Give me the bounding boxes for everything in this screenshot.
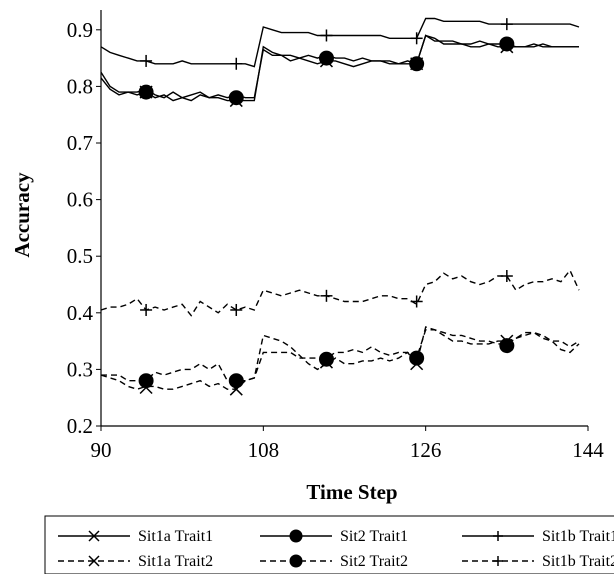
- x-marker: [88, 530, 100, 542]
- legend: Sit1a Trait1 Sit2 Trait1 Sit1b Trait1 Sit1a…: [44, 515, 614, 574]
- y-tick-label: 0.2: [67, 414, 93, 438]
- dot-marker: [409, 56, 425, 72]
- dot-marker: [228, 373, 244, 389]
- legend-label: Sit1a Trait2: [138, 553, 213, 570]
- legend-label: Sit1a Trait1: [138, 528, 213, 545]
- y-tick-label: 0.8: [67, 74, 93, 98]
- y-tick-label: 0.6: [67, 188, 93, 212]
- y-axis-title: Accuracy: [10, 172, 34, 258]
- series-line: [100, 17, 580, 68]
- x-tick-label: 108: [248, 438, 280, 462]
- dot-marker: [228, 90, 244, 106]
- y-tick-label: 0.9: [67, 18, 93, 42]
- dot-marker: [138, 373, 154, 389]
- x-tick-label: 90: [91, 438, 112, 462]
- x-tick-label: 126: [410, 438, 442, 462]
- dot-marker: [289, 554, 303, 568]
- legend-label: Sit1b Trait2: [542, 553, 614, 570]
- dot-marker: [318, 50, 334, 66]
- y-tick-label: 0.3: [67, 357, 93, 381]
- legend-label: Sit2 Trait2: [340, 553, 408, 570]
- series-line: [101, 329, 580, 382]
- y-tick-label: 0.7: [67, 131, 93, 155]
- plot-series-group: [100, 17, 580, 390]
- series-line: [100, 34, 579, 99]
- dot-marker: [499, 338, 515, 354]
- x-tick-label: 144: [572, 438, 604, 462]
- dot-marker: [138, 84, 154, 100]
- plot-markers-group: [138, 18, 515, 396]
- x-marker: [88, 555, 100, 567]
- dot-marker: [318, 351, 334, 367]
- series-line: [100, 326, 580, 390]
- series-line: [100, 269, 580, 317]
- legend-box: [44, 515, 614, 574]
- axes-group: 0.2 0.3 0.4 0.5 0.6 0.7 0.8 0.9 90 108 126 144: [67, 10, 604, 462]
- y-tick-label: 0.5: [67, 244, 93, 268]
- dot-marker: [409, 350, 425, 366]
- x-axis-title: Time Step: [306, 480, 397, 504]
- dot-marker: [289, 529, 303, 543]
- dot-marker: [499, 36, 515, 52]
- legend-label: Sit1b Trait1: [542, 528, 614, 545]
- y-tick-label: 0.4: [67, 301, 94, 325]
- legend-label: Sit2 Trait1: [340, 528, 408, 545]
- series-line: [100, 34, 579, 102]
